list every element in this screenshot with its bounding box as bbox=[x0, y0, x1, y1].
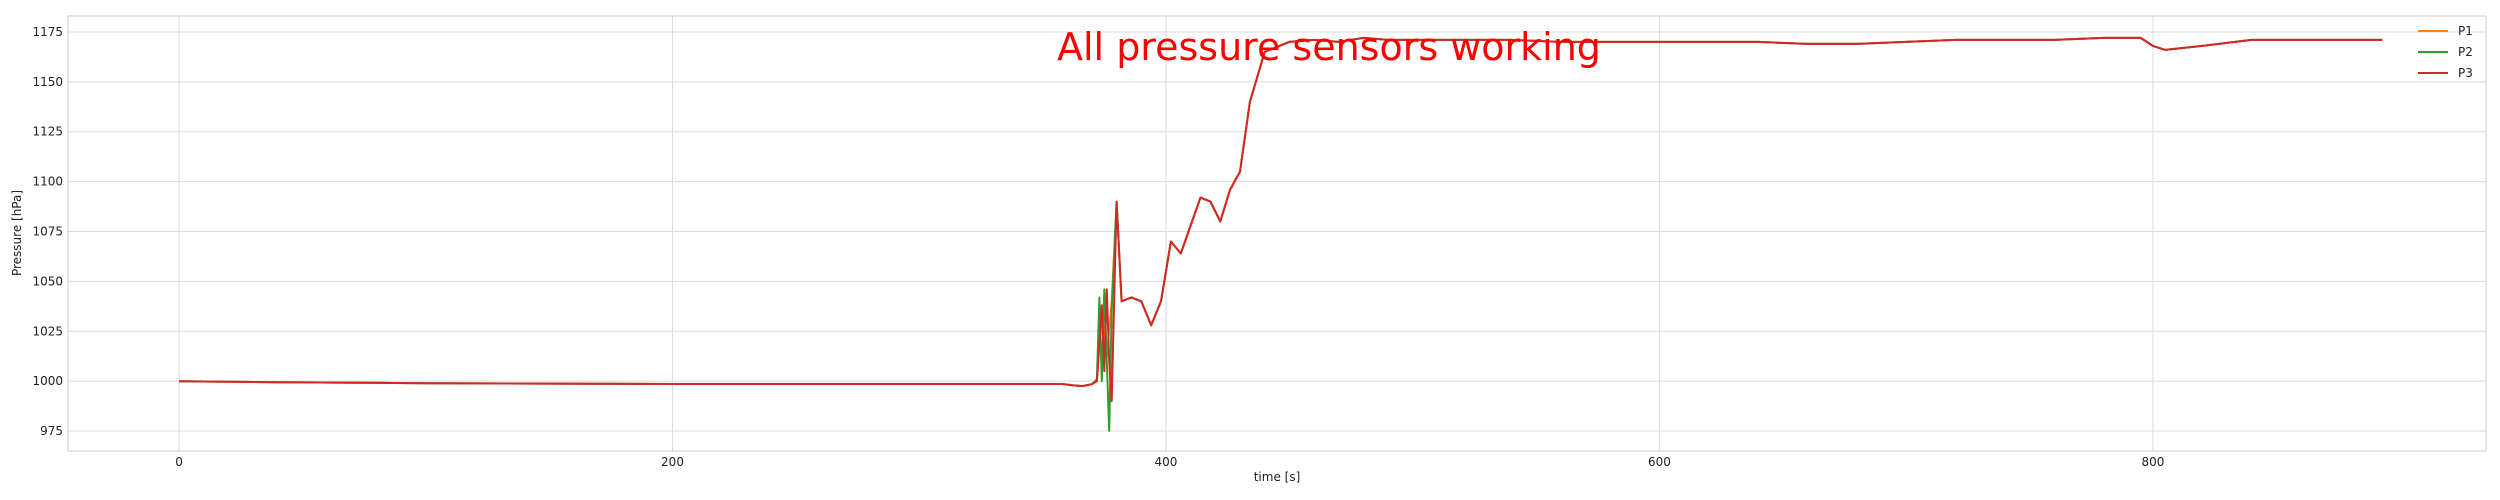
series-lines bbox=[178, 36, 2383, 432]
x-tick-label: 400 bbox=[1155, 455, 1178, 469]
status-annotation: All pressure sensors working bbox=[1057, 25, 1601, 69]
x-tick-label: 0 bbox=[175, 455, 183, 469]
plot-background bbox=[68, 16, 2486, 451]
legend-label-p1: P1 bbox=[2458, 24, 2473, 38]
y-axis-label: Pressure [hPa] bbox=[10, 190, 24, 276]
y-tick-label: 1100 bbox=[32, 175, 63, 189]
legend-label-p2: P2 bbox=[2458, 45, 2473, 59]
tick-labels: 0 200 400 600 800 975 1000 1025 1050 1075 1100 1125… bbox=[32, 25, 2164, 469]
legend: P1 P2 P3 bbox=[2418, 24, 2473, 80]
plot-frame bbox=[67, 15, 2487, 452]
grid bbox=[68, 16, 2486, 451]
y-tick-label: 1050 bbox=[32, 274, 63, 288]
x-tick-label: 200 bbox=[661, 455, 684, 469]
x-tick-label: 800 bbox=[2141, 455, 2164, 469]
x-tick-label: 600 bbox=[1648, 455, 1671, 469]
y-tick-label: 1175 bbox=[32, 25, 63, 39]
y-tick-label: 1000 bbox=[32, 374, 63, 388]
y-tick-label: 1150 bbox=[32, 75, 63, 89]
series-line-p3 bbox=[178, 36, 2383, 403]
legend-label-p3: P3 bbox=[2458, 66, 2473, 80]
y-tick-label: 975 bbox=[40, 424, 63, 438]
y-tick-label: 1075 bbox=[32, 225, 63, 239]
y-tick-label: 1125 bbox=[32, 125, 63, 139]
y-tick-label: 1025 bbox=[32, 324, 63, 338]
x-axis-label: time [s] bbox=[1254, 470, 1301, 484]
